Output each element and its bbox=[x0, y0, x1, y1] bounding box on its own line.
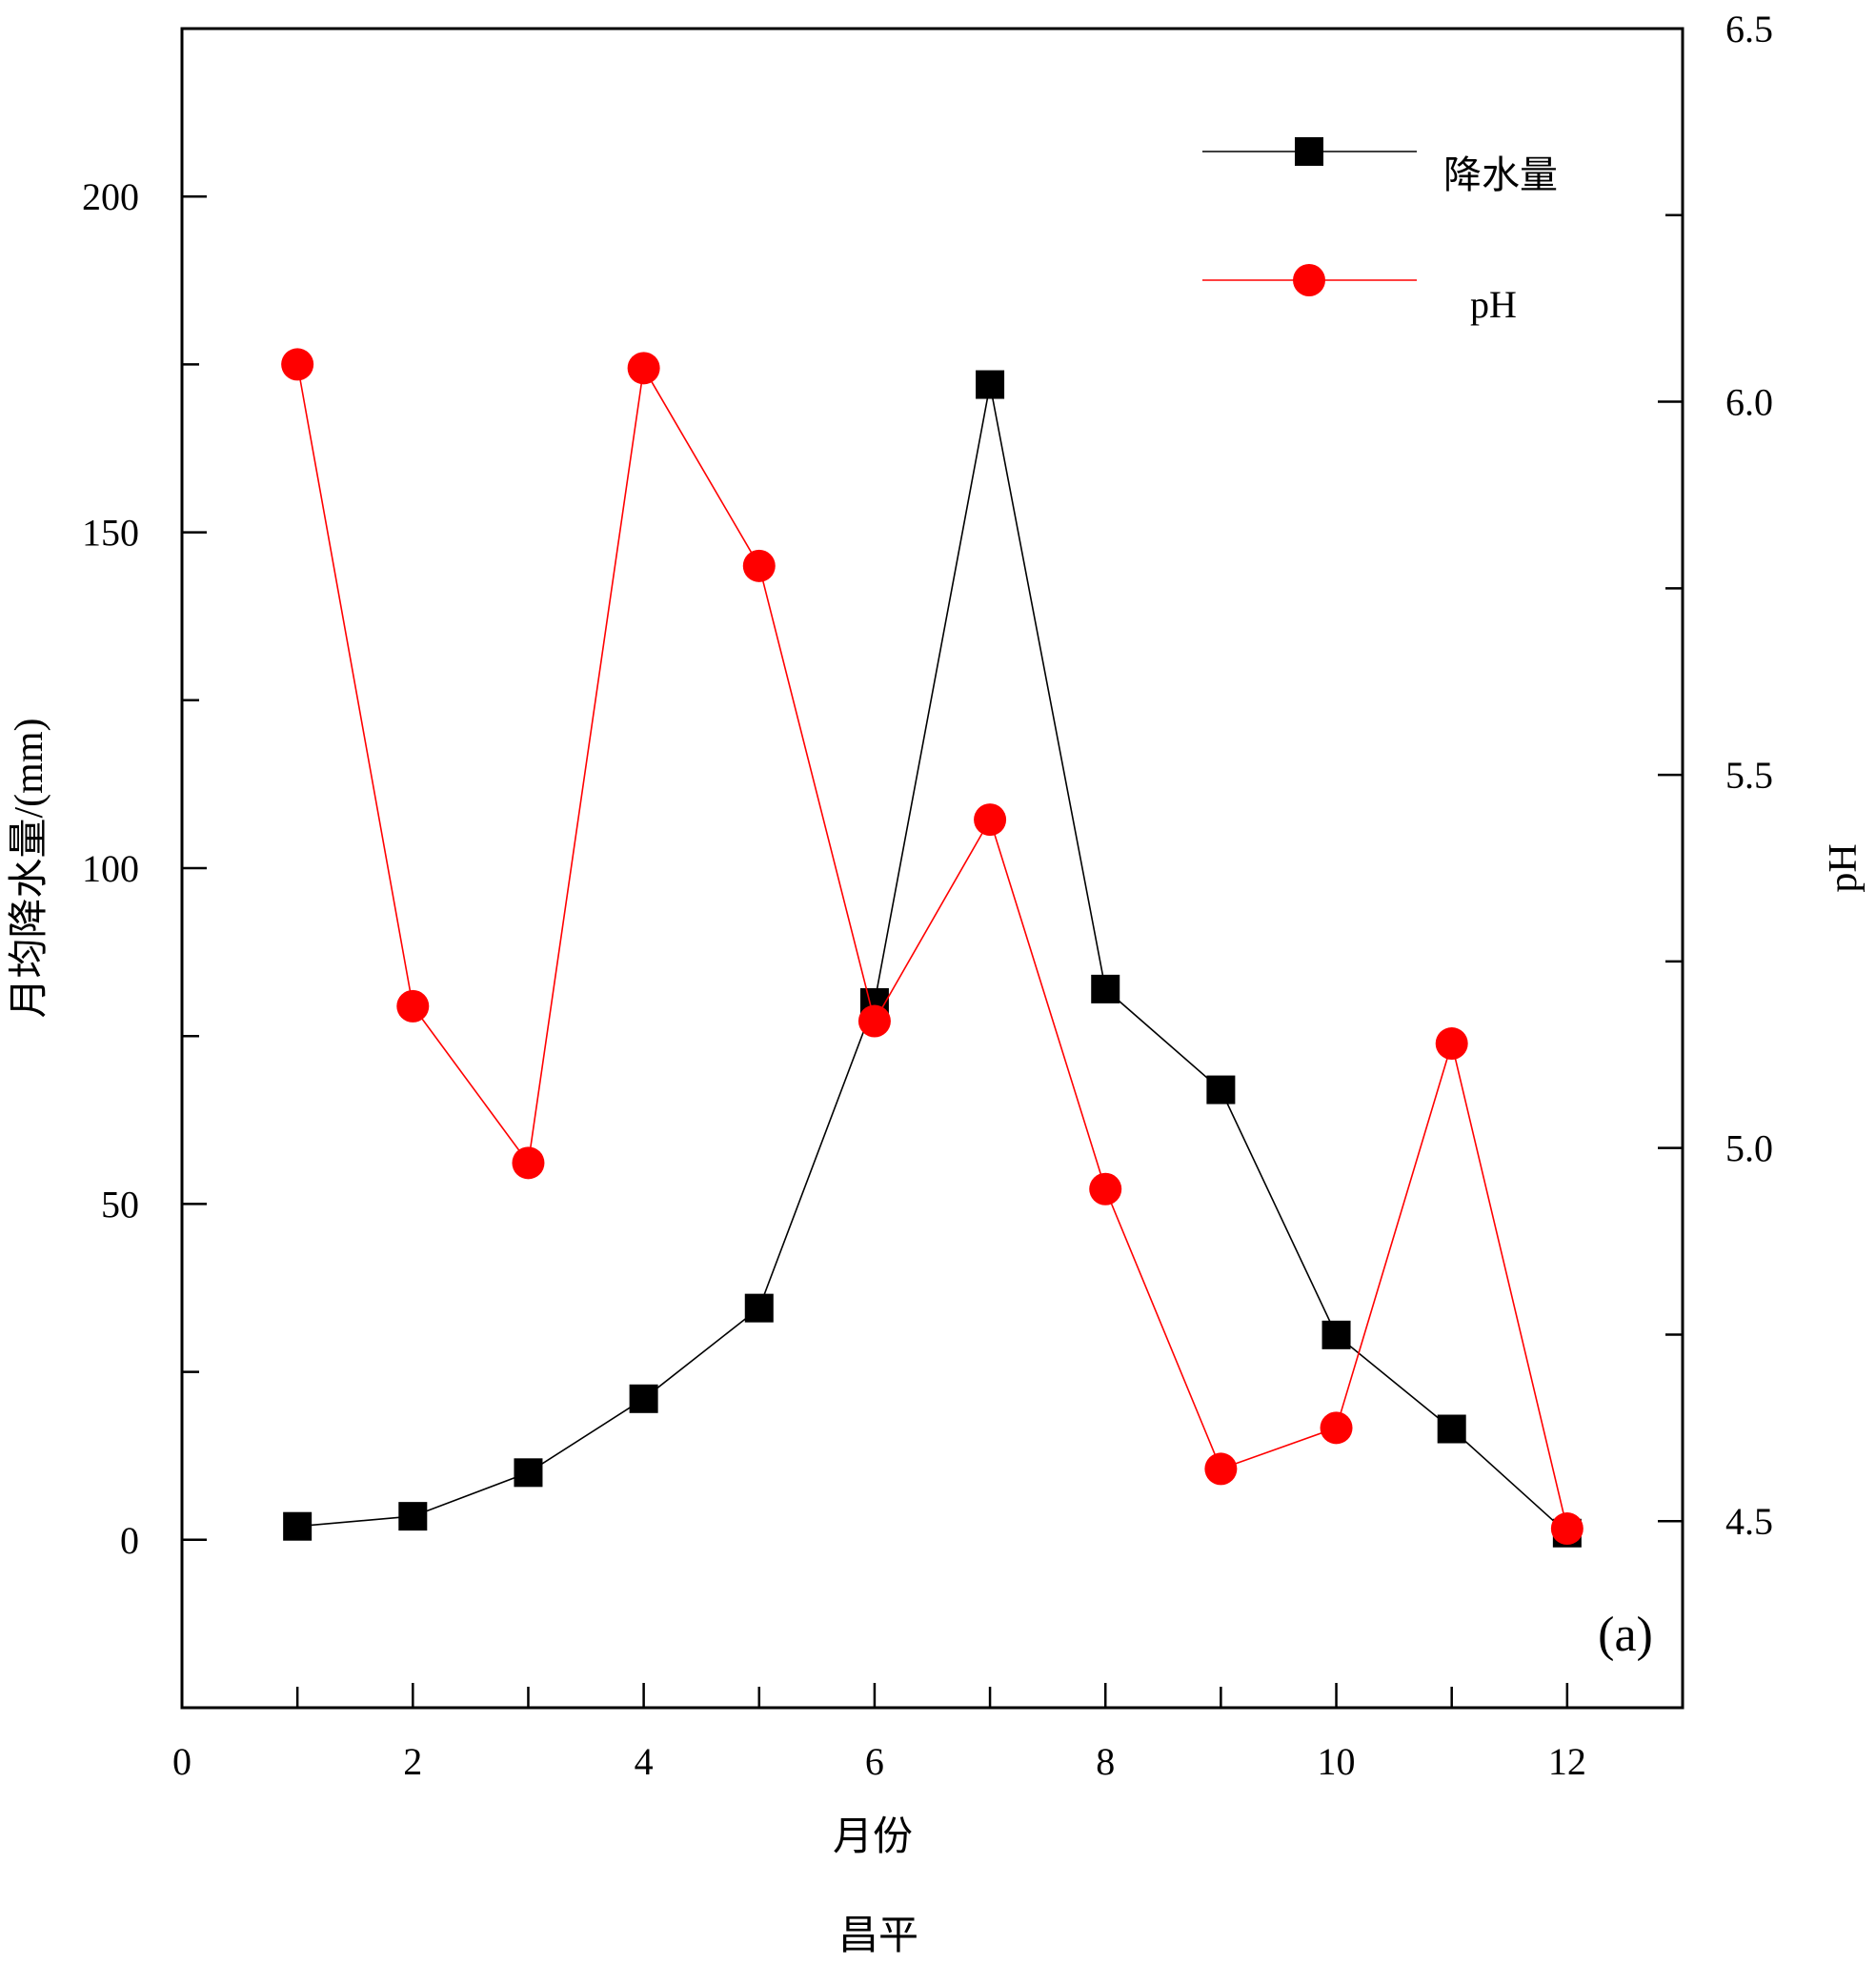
y-axis-right-label: pH bbox=[1822, 843, 1866, 892]
y-left-tick-label: 100 bbox=[82, 847, 139, 890]
x-tick-label: 10 bbox=[1318, 1740, 1356, 1783]
y-axis-left-label: 月均降水量/(mm) bbox=[8, 719, 51, 1019]
y-right-tick-label: 4.5 bbox=[1725, 1500, 1773, 1543]
chart-subtitle: 昌平 bbox=[838, 1914, 918, 1958]
panel-label: (a) bbox=[1598, 1608, 1653, 1662]
x-tick-label: 6 bbox=[865, 1740, 884, 1783]
data-point-ph bbox=[281, 348, 314, 381]
data-point-precipitation bbox=[283, 1511, 313, 1541]
y-left-tick-label: 200 bbox=[82, 175, 139, 218]
legend: 降水量 pH bbox=[1202, 137, 1558, 326]
y-right-tick-label: 5.0 bbox=[1725, 1127, 1773, 1170]
series-layer bbox=[281, 348, 1584, 1548]
y-left-tick-label: 0 bbox=[120, 1519, 139, 1562]
x-tick-label: 4 bbox=[635, 1740, 654, 1783]
data-point-precipitation bbox=[1437, 1414, 1466, 1444]
x-tick-label: 2 bbox=[403, 1740, 422, 1783]
x-tick-label: 8 bbox=[1096, 1740, 1115, 1783]
data-point-ph bbox=[1089, 1172, 1122, 1205]
y-right-tick-label: 6.0 bbox=[1725, 381, 1773, 424]
data-point-precipitation bbox=[398, 1502, 428, 1531]
data-point-ph bbox=[396, 989, 430, 1023]
data-point-precipitation bbox=[976, 370, 1005, 399]
plot-frame bbox=[180, 27, 1684, 1710]
x-tick-label: 0 bbox=[172, 1740, 192, 1783]
data-point-ph bbox=[627, 352, 660, 385]
legend-marker-ph bbox=[1293, 264, 1325, 296]
data-point-ph bbox=[1204, 1452, 1238, 1486]
data-point-ph bbox=[1550, 1512, 1584, 1546]
data-point-ph bbox=[974, 803, 1007, 837]
data-point-ph bbox=[742, 549, 776, 582]
y-right-tick-label: 6.5 bbox=[1725, 8, 1773, 51]
series-line-precipitation bbox=[297, 384, 1568, 1534]
data-point-ph bbox=[1435, 1027, 1468, 1061]
data-point-precipitation bbox=[629, 1384, 658, 1413]
data-point-precipitation bbox=[1091, 974, 1120, 1003]
legend-label-precipitation: 降水量 bbox=[1443, 153, 1558, 196]
data-point-precipitation bbox=[514, 1458, 543, 1488]
data-point-ph bbox=[1320, 1411, 1353, 1445]
y-left-tick-label: 50 bbox=[101, 1183, 139, 1226]
y-left-tick-label: 150 bbox=[82, 512, 139, 555]
data-point-precipitation bbox=[1206, 1075, 1236, 1104]
x-axis-label: 月份 bbox=[833, 1815, 913, 1859]
legend-marker-precipitation bbox=[1295, 137, 1323, 166]
y-right-tick-label: 5.5 bbox=[1725, 754, 1773, 797]
x-tick-label: 12 bbox=[1548, 1740, 1586, 1783]
axes-layer: 0 2 4 6 8 10 12 0 50 100 150 200 4.5 5.0 5.5 6.0 6.5 bbox=[82, 8, 1773, 1783]
data-point-ph bbox=[857, 1004, 891, 1038]
legend-label-ph: pH bbox=[1470, 283, 1517, 326]
data-point-ph bbox=[512, 1146, 545, 1180]
data-point-precipitation bbox=[1321, 1320, 1351, 1349]
series-line-ph bbox=[296, 364, 1568, 1529]
data-point-precipitation bbox=[744, 1293, 774, 1323]
